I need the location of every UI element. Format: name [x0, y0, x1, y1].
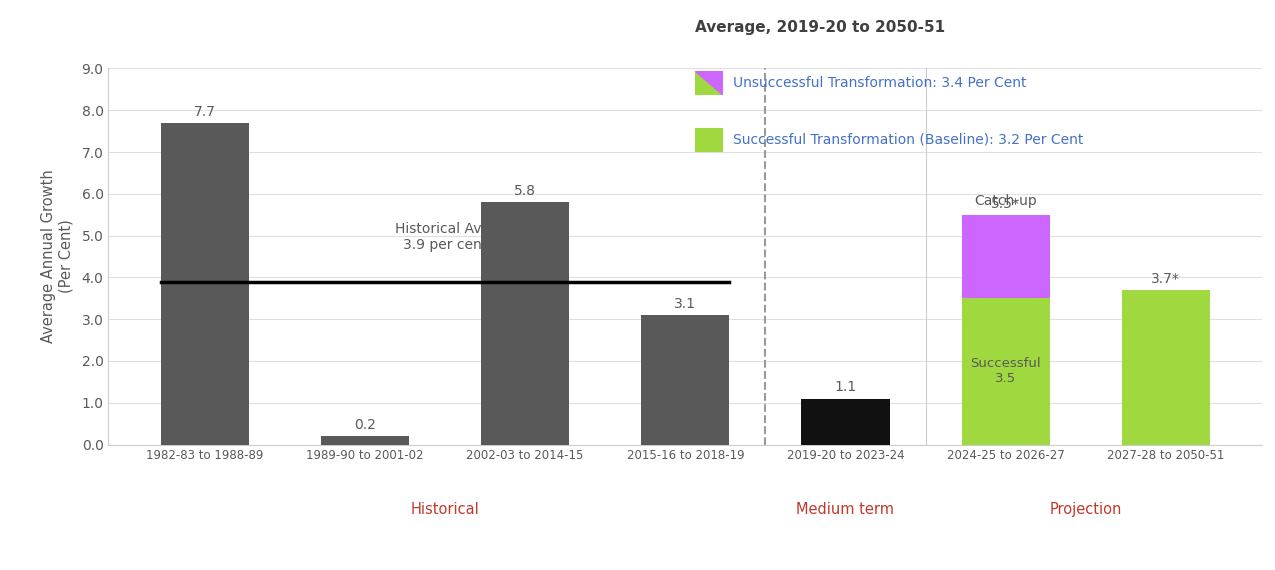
- Bar: [961, 215, 1049, 298]
- Bar: [481, 202, 569, 445]
- Text: 1.1: 1.1: [834, 380, 857, 394]
- Text: 3.7*: 3.7*: [1151, 272, 1181, 286]
- Bar: [641, 315, 729, 445]
- Text: 5.5*: 5.5*: [991, 197, 1020, 210]
- Text: Catch-up: Catch-up: [974, 194, 1037, 209]
- Text: 3.1: 3.1: [674, 297, 696, 311]
- Bar: [321, 436, 409, 445]
- Bar: [161, 123, 249, 445]
- Text: Successful Transformation (Baseline): 3.2 Per Cent: Successful Transformation (Baseline): 3.…: [733, 133, 1084, 146]
- Text: Projection: Projection: [1049, 502, 1122, 516]
- Text: Successful
3.5: Successful 3.5: [970, 357, 1040, 385]
- Bar: [1122, 290, 1210, 445]
- Text: Historical Avg.
3.9 per cent: Historical Avg. 3.9 per cent: [395, 222, 495, 253]
- Text: 7.7: 7.7: [194, 104, 215, 119]
- Polygon shape: [695, 71, 723, 95]
- Text: 0.2: 0.2: [354, 418, 376, 432]
- Text: Average, 2019-20 to 2050-51: Average, 2019-20 to 2050-51: [695, 20, 945, 35]
- Y-axis label: Average Annual Growth
(Per Cent): Average Annual Growth (Per Cent): [41, 170, 73, 343]
- Bar: [961, 298, 1049, 445]
- Text: Historical: Historical: [411, 502, 479, 516]
- Text: 5.8: 5.8: [514, 184, 537, 198]
- Text: Unsuccessful Transformation: 3.4 Per Cent: Unsuccessful Transformation: 3.4 Per Cen…: [733, 76, 1026, 89]
- Text: Medium term: Medium term: [797, 502, 895, 516]
- Bar: [802, 398, 890, 445]
